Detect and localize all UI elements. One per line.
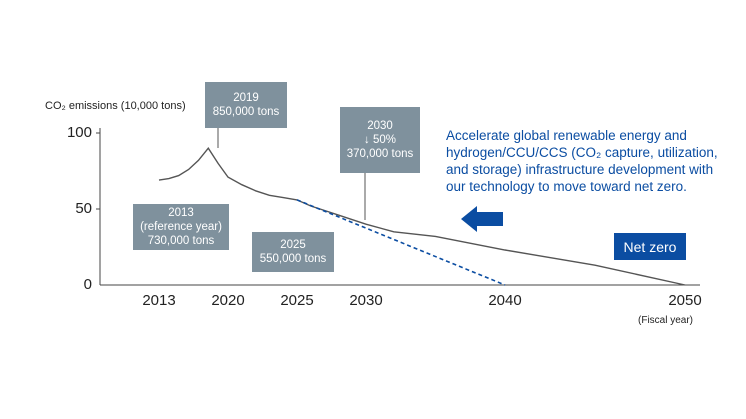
callout-2025: 2025 550,000 tons: [252, 232, 334, 272]
message-line: and storage) infrastructure development …: [446, 162, 714, 177]
callout-2030-year: 2030: [367, 120, 393, 132]
y-tick-label-0: 0: [83, 276, 92, 293]
y-tick-label-50: 50: [75, 200, 92, 217]
callout-2030-value: 370,000 tons: [346, 148, 414, 160]
x-tick-2050: 2050: [668, 292, 702, 309]
message-line: our technology to move toward net zero.: [446, 179, 687, 194]
message-line: Accelerate global renewable energy and: [446, 128, 687, 143]
callout-2019: 2019 850,000 tons: [205, 82, 287, 128]
x-tick-2040: 2040: [488, 292, 522, 309]
message-line: hydrogen/CCU/CCS (CO₂ capture, utilizati…: [446, 145, 718, 160]
callout-2025-year: 2025: [280, 239, 306, 251]
callout-2013-note: (reference year): [140, 221, 222, 233]
callout-2019-value: 850,000 tons: [212, 106, 280, 118]
callout-2013-value: 730,000 tons: [147, 235, 215, 247]
y-tick-label-100: 100: [66, 124, 92, 141]
callout-2013: 2013 (reference year) 730,000 tons: [133, 204, 229, 250]
y-axis-label: CO₂ emissions (10,000 tons): [45, 100, 186, 112]
callout-2025-value: 550,000 tons: [259, 253, 327, 265]
x-axis-unit-label: (Fiscal year): [638, 315, 694, 326]
net-zero-badge: Net zero: [614, 233, 686, 260]
actual-emissions-line: [158, 147, 686, 286]
left-arrow-icon: [461, 206, 503, 232]
callout-2019-year: 2019: [233, 92, 259, 104]
callout-2030: 2030 ↓ 50% 370,000 tons: [340, 107, 420, 173]
x-tick-2020: 2020: [211, 292, 245, 309]
callout-2013-year: 2013: [168, 207, 194, 219]
x-tick-2025: 2025: [280, 292, 314, 309]
x-tick-2013: 2013: [142, 292, 176, 309]
target-path-dashed-line: [296, 199, 506, 286]
callout-2030-reduction: ↓ 50%: [364, 134, 396, 146]
net-zero-message: Accelerate global renewable energy and h…: [446, 127, 726, 195]
x-tick-2030: 2030: [349, 292, 383, 309]
